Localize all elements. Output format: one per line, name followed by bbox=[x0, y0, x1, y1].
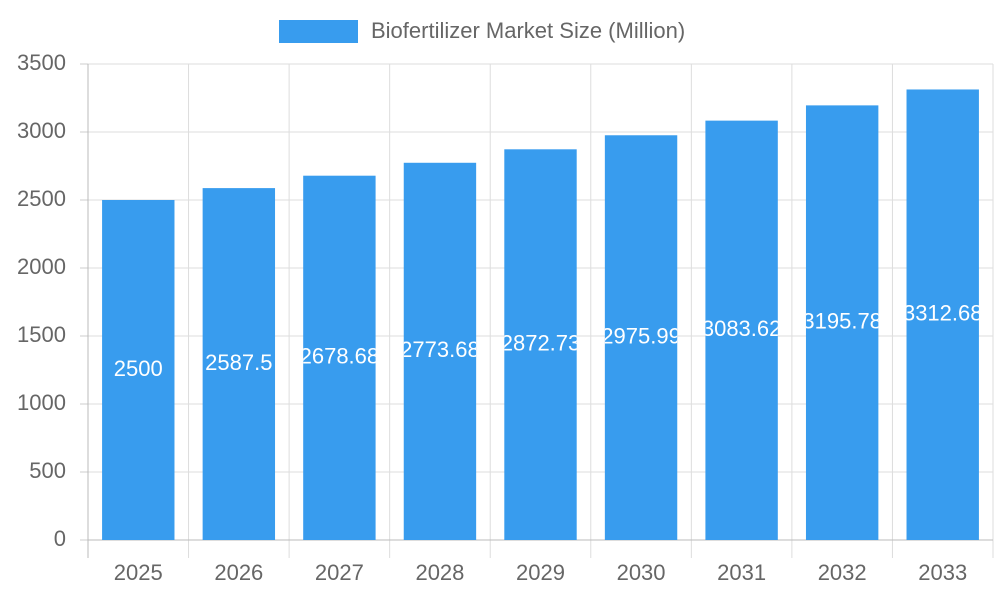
y-tick-label: 3000 bbox=[17, 118, 66, 143]
y-tick-label: 0 bbox=[54, 526, 66, 551]
value-label: 2678.68 bbox=[300, 344, 380, 369]
x-tick-label: 2028 bbox=[415, 560, 464, 585]
bar bbox=[705, 120, 778, 540]
x-tick-label: 2026 bbox=[214, 560, 263, 585]
x-tick-label: 2032 bbox=[818, 560, 867, 585]
bar bbox=[403, 162, 477, 540]
value-label: 2773.68 bbox=[400, 337, 480, 362]
value-label: 3312.68 bbox=[903, 301, 983, 326]
value-label: 3195.78 bbox=[802, 308, 882, 333]
bar bbox=[504, 149, 577, 540]
bar bbox=[604, 135, 678, 540]
y-tick-label: 2500 bbox=[17, 186, 66, 211]
value-label: 3083.62 bbox=[702, 316, 782, 341]
value-label: 2872.73 bbox=[501, 330, 581, 355]
value-label: 2587.5 bbox=[205, 350, 272, 375]
x-tick-label: 2033 bbox=[918, 560, 967, 585]
bar bbox=[805, 105, 879, 541]
y-tick-label: 500 bbox=[29, 458, 66, 483]
x-tick-label: 2027 bbox=[315, 560, 364, 585]
y-tick-label: 3500 bbox=[17, 50, 66, 75]
x-tick-label: 2030 bbox=[617, 560, 666, 585]
legend-swatch bbox=[279, 20, 358, 43]
value-label: 2500 bbox=[114, 356, 163, 381]
bar bbox=[303, 175, 376, 540]
bar bbox=[202, 188, 276, 540]
x-tick-label: 2029 bbox=[516, 560, 565, 585]
legend-label: Biofertilizer Market Size (Million) bbox=[371, 18, 685, 43]
bar bbox=[906, 89, 979, 540]
x-tick-label: 2025 bbox=[114, 560, 163, 585]
bar bbox=[102, 200, 175, 540]
value-label: 2975.99 bbox=[601, 323, 681, 348]
x-tick-label: 2031 bbox=[717, 560, 766, 585]
y-tick-label: 1000 bbox=[17, 390, 66, 415]
y-tick-label: 2000 bbox=[17, 254, 66, 279]
y-tick-label: 1500 bbox=[17, 322, 66, 347]
